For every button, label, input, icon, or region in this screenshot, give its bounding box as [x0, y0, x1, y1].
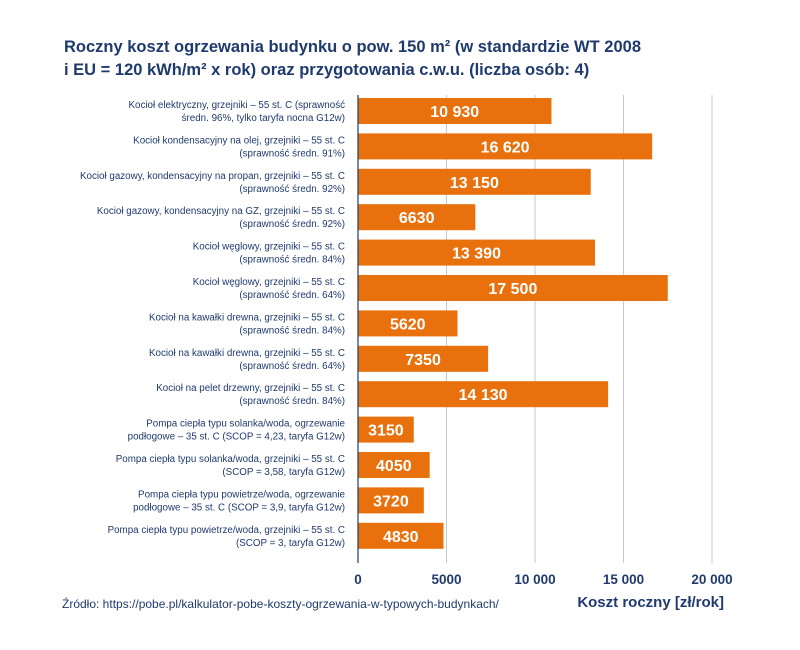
bar-value-label: 10 930	[430, 104, 479, 121]
category-label: Kocioł elektryczny, grzejniki – 55 st. C…	[128, 100, 345, 111]
bar-value-label: 14 130	[459, 387, 508, 404]
bar	[358, 381, 609, 408]
category-label: podłogowe – 35 st. C (SCOP = 4,23, taryf…	[128, 432, 345, 443]
category-label: (sprawność średn. 84%)	[239, 396, 345, 407]
bar-value-label: 4830	[383, 529, 419, 546]
bar	[358, 204, 476, 231]
category-label: Pompa ciepła typu solanka/woda, ogrzewan…	[146, 419, 345, 430]
category-label: Kocioł na kawałki drewna, grzejniki – 55…	[149, 348, 345, 359]
x-tick-label: 10 000	[514, 572, 555, 587]
category-label: Kocioł na kawałki drewna, grzejniki – 55…	[149, 312, 345, 323]
category-label: (sprawność średn. 92%)	[239, 219, 345, 230]
bar-value-label: 13 390	[452, 246, 501, 263]
chart-title: Roczny koszt ogrzewania budynku o pow. 1…	[64, 36, 744, 82]
bar-value-label: 4050	[376, 458, 412, 475]
category-label: Kocioł na pelet drzewny, grzejniki – 55 …	[156, 383, 345, 394]
source-note: Źródło: https://pobe.pl/kalkulator-pobe-…	[62, 597, 499, 611]
category-label: Pompa ciepła typu powietrze/woda, ogrzew…	[138, 489, 345, 500]
x-tick-label: 5000	[431, 572, 461, 587]
bar	[358, 345, 489, 372]
category-label: Pompa ciepła typu powietrze/woda, grzejn…	[108, 525, 345, 536]
bar	[358, 133, 653, 160]
bar	[358, 239, 596, 266]
category-label: (sprawność średn. 92%)	[239, 184, 345, 195]
bar	[358, 168, 591, 195]
x-tick-label: 20 000	[691, 572, 732, 587]
bar	[358, 275, 668, 301]
category-label: podłogowe – 35 st. C (SCOP = 3,9, taryfa…	[133, 502, 345, 513]
bar-value-label: 3150	[368, 423, 404, 440]
bar	[358, 487, 424, 514]
category-label: Kocioł gazowy, kondensacyjny na GZ, grze…	[97, 206, 345, 217]
bar	[358, 310, 458, 337]
chart-title-line-2: i EU = 120 kWh/m² x rok) oraz przygotowa…	[64, 61, 590, 79]
bar	[358, 522, 444, 549]
bar	[358, 416, 414, 443]
category-label: (sprawność średn. 84%)	[239, 255, 345, 266]
x-axis-title: Koszt roczny [zł/rok]	[577, 594, 724, 611]
bar	[358, 452, 430, 478]
category-label: średn. 96%, tylko taryfa nocna G12w)	[182, 113, 345, 124]
x-tick-label: 15 000	[603, 572, 644, 587]
category-label: (SCOP = 3, taryfa G12w)	[236, 538, 345, 549]
category-label: Pompa ciepła typu solanka/woda, grzejnik…	[116, 454, 345, 465]
bar-value-label: 3720	[373, 493, 409, 510]
category-label: Kocioł węglowy, grzejniki – 55 st. C	[193, 277, 345, 288]
category-label: (SCOP = 3,58, taryfa G12w)	[222, 467, 345, 478]
bar-value-label: 7350	[405, 352, 441, 369]
category-label: (sprawność średn. 91%)	[239, 148, 345, 159]
category-label: Kocioł węglowy, grzejniki – 55 st. C	[193, 242, 345, 253]
bar-value-label: 5620	[390, 316, 426, 333]
bar-value-label: 6630	[399, 210, 435, 227]
bar-value-label: 13 150	[450, 175, 499, 192]
category-label: Kocioł kondensacyjny na olej, grzejniki …	[133, 135, 345, 146]
bar-value-label: 16 620	[481, 139, 530, 156]
bar-value-label: 17 500	[488, 281, 537, 298]
chart-title-line-1: Roczny koszt ogrzewania budynku o pow. 1…	[64, 38, 642, 56]
category-label: (sprawność średn. 84%)	[239, 325, 345, 336]
bar	[358, 98, 552, 124]
category-label: (sprawność średn. 64%)	[239, 361, 345, 372]
category-label: (sprawność średn. 64%)	[239, 290, 345, 301]
category-label: Kocioł gazowy, kondensacyjny na propan, …	[80, 171, 345, 182]
x-tick-label: 0	[354, 572, 362, 587]
